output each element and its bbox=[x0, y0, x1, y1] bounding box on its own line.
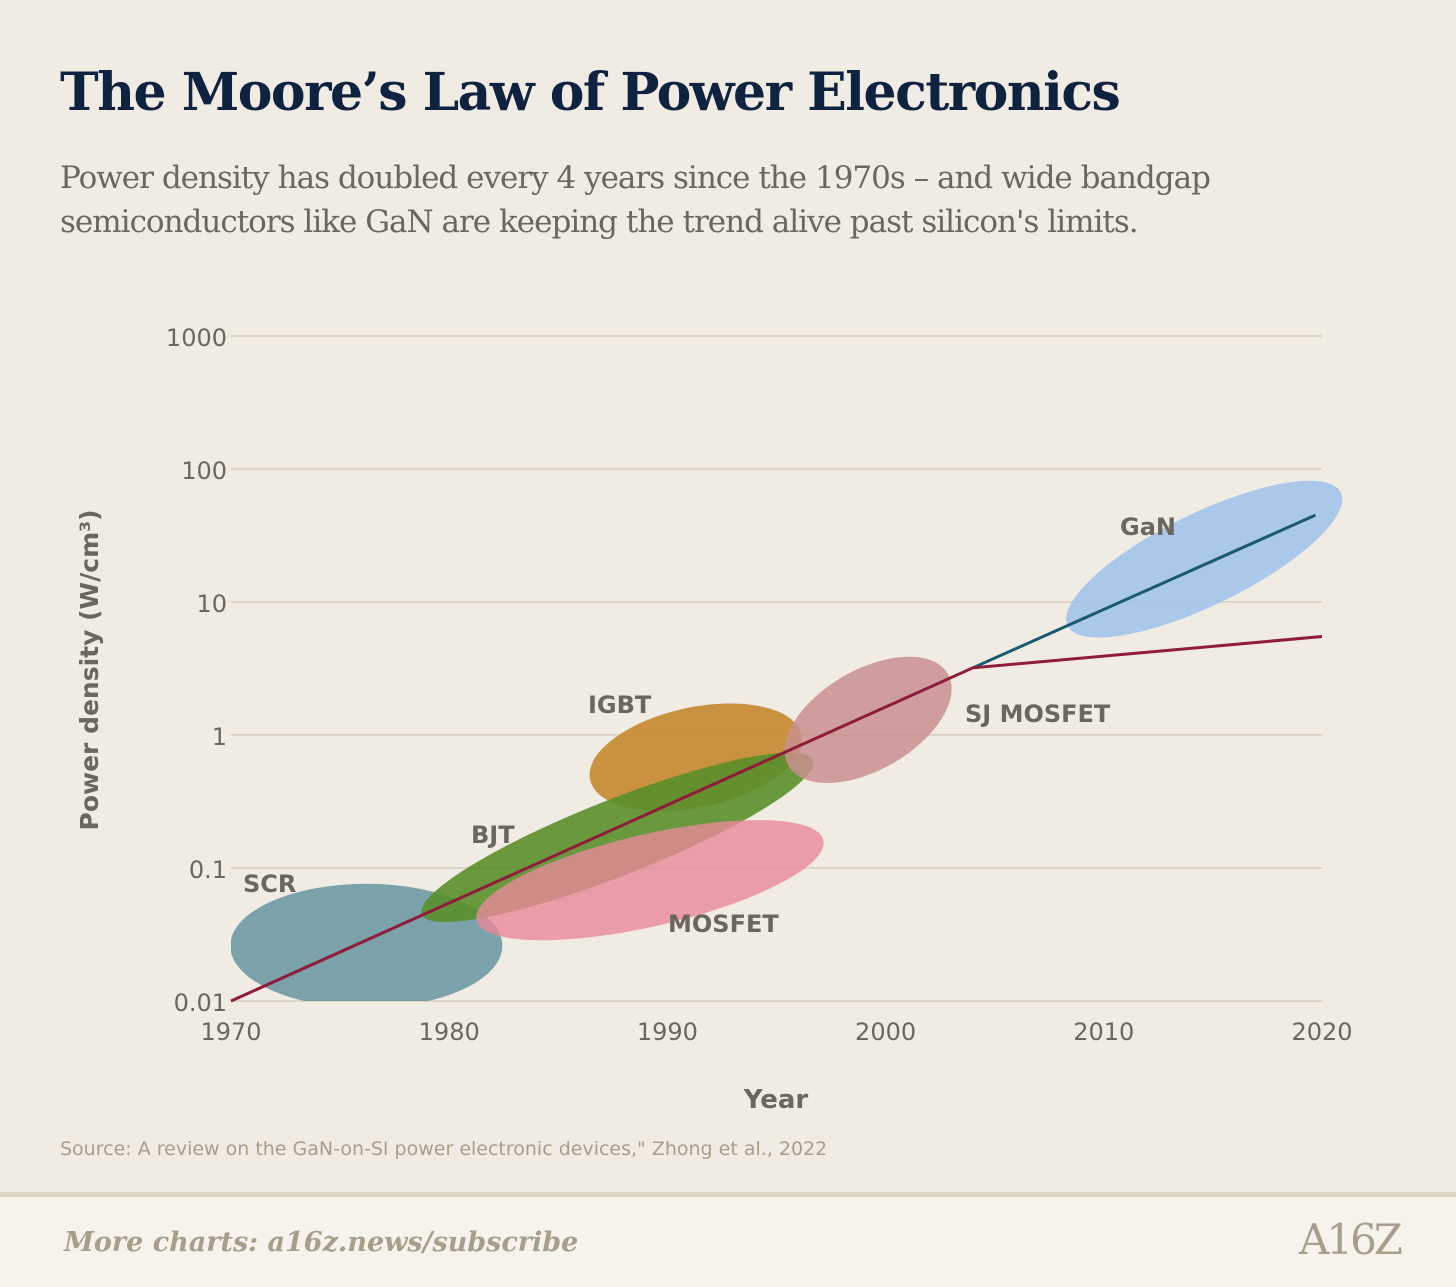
source-note: Source: A review on the GaN-on-SI power … bbox=[60, 1138, 828, 1160]
region-label: BJT bbox=[471, 821, 515, 849]
x-tick-label: 1980 bbox=[419, 1018, 480, 1046]
region-mosfet bbox=[476, 820, 824, 941]
x-tick-label: 2000 bbox=[855, 1018, 916, 1046]
a16z-logo: A16Z bbox=[1299, 1215, 1403, 1264]
chart-area: SCR IGBT BJT MOSFET SJ MOSFET GaN 0.01 0.1 1 10 1… bbox=[75, 324, 1353, 1115]
y-tick-label: 0.1 bbox=[189, 856, 227, 884]
trend-line-gan-trend bbox=[972, 513, 1317, 670]
x-axis-label: Year bbox=[743, 1085, 809, 1115]
trend-line-silicon-trend bbox=[230, 635, 1323, 1003]
footer: More charts: a16z.news/subscribe A16Z bbox=[0, 1192, 1456, 1287]
region-label: GaN bbox=[1120, 513, 1176, 541]
y-tick-label: 100 bbox=[181, 457, 227, 485]
x-tick-label: 1970 bbox=[200, 1018, 261, 1046]
chart-title: The Moore’s Law of Power Electronics bbox=[60, 62, 1121, 123]
y-tick-label: 10 bbox=[196, 590, 227, 618]
x-tick-label: 2020 bbox=[1291, 1018, 1352, 1046]
region-label: SJ MOSFET bbox=[965, 700, 1111, 728]
x-tick-label: 2010 bbox=[1073, 1018, 1134, 1046]
region-sj-mosfet bbox=[784, 656, 952, 784]
y-tick-label: 1 bbox=[212, 723, 227, 751]
y-tick-label: 0.01 bbox=[174, 989, 227, 1017]
region-label: MOSFET bbox=[668, 910, 779, 938]
subscribe-link[interactable]: More charts: a16z.news/subscribe bbox=[64, 1227, 579, 1258]
y-tick-label: 1000 bbox=[166, 324, 227, 352]
y-axis-label: Power density (W/cm³) bbox=[75, 509, 104, 830]
x-tick-label: 1990 bbox=[637, 1018, 698, 1046]
region-label: IGBT bbox=[588, 691, 652, 719]
chart-subtitle: Power density has doubled every 4 years … bbox=[60, 160, 1211, 240]
region-gan bbox=[1066, 480, 1343, 638]
region-label: SCR bbox=[243, 870, 296, 898]
